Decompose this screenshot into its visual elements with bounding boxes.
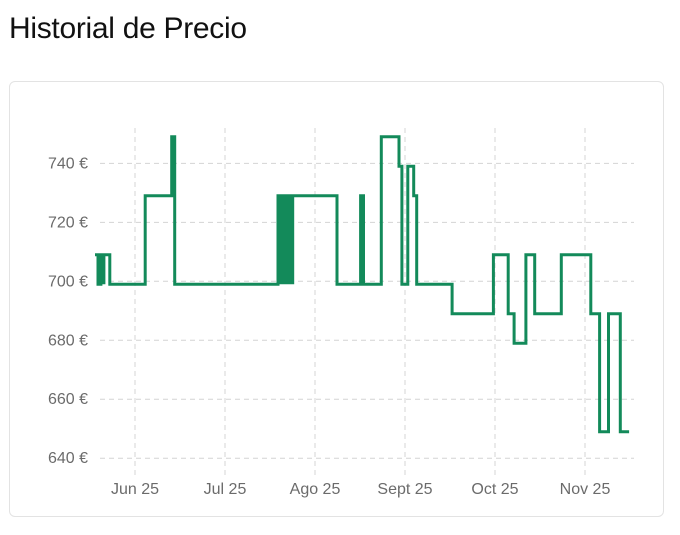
x-tick-label: Ago 25 <box>290 481 341 498</box>
y-tick-label: 700 € <box>48 273 88 290</box>
y-axis-ticks: 640 € 660 € 680 € 700 € 720 € 740 € <box>48 155 88 467</box>
y-tick-label: 660 € <box>48 391 88 408</box>
grid-lines <box>100 128 634 475</box>
chart-card <box>9 81 664 517</box>
y-tick-label: 740 € <box>48 155 88 172</box>
price-series-line <box>95 135 630 434</box>
x-tick-label: Jul 25 <box>204 481 247 498</box>
y-tick-label: 680 € <box>48 332 88 349</box>
x-axis-ticks: Jun 25 Jul 25 Ago 25 Sept 25 Oct 25 Nov 25 <box>111 481 610 498</box>
y-tick-label: 720 € <box>48 214 88 231</box>
x-tick-label: Jun 25 <box>111 481 159 498</box>
x-tick-label: Sept 25 <box>377 481 432 498</box>
page-title: Historial de Precio <box>9 12 247 45</box>
x-tick-label: Oct 25 <box>471 481 518 498</box>
y-tick-label: 640 € <box>48 450 88 467</box>
x-tick-label: Nov 25 <box>560 481 611 498</box>
